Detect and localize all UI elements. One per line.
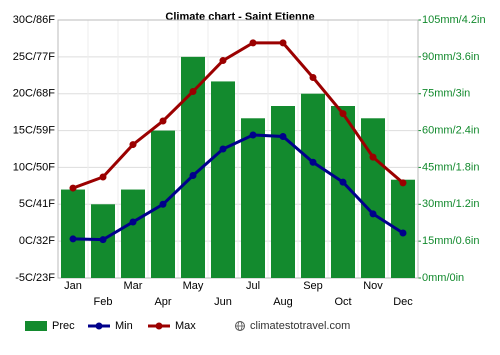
line-point bbox=[159, 200, 167, 208]
y-tick-label: 10C/50F bbox=[13, 161, 55, 173]
line-point bbox=[339, 110, 347, 118]
x-tick-label: Nov bbox=[363, 280, 383, 292]
line-point bbox=[399, 229, 407, 237]
x-tick-label: Apr bbox=[154, 296, 171, 308]
x-tick-label: Sep bbox=[303, 280, 323, 292]
bar bbox=[61, 189, 85, 278]
bar bbox=[121, 189, 145, 278]
y-tick-label: 25C/77F bbox=[13, 51, 55, 63]
y2-tick-label: 75mm/3in bbox=[422, 88, 470, 100]
line-point bbox=[159, 117, 167, 125]
legend-label: Prec bbox=[52, 320, 75, 332]
line-point bbox=[249, 39, 257, 47]
source-icon bbox=[235, 321, 245, 331]
y2-tick-label: 30mm/1.2in bbox=[422, 198, 479, 210]
line-point bbox=[369, 153, 377, 161]
bar bbox=[301, 93, 325, 278]
line-point bbox=[189, 172, 197, 180]
y-tick-label: -5C/23F bbox=[15, 272, 55, 284]
source: climatestotravel.com bbox=[250, 320, 350, 332]
line-point bbox=[129, 141, 137, 149]
line-point bbox=[369, 210, 377, 218]
bar bbox=[241, 118, 265, 279]
y-tick-label: 20C/68F bbox=[13, 88, 55, 100]
x-tick-label: Oct bbox=[334, 296, 351, 308]
line-point bbox=[129, 218, 137, 226]
y2-tick-label: 60mm/2.4in bbox=[422, 124, 479, 136]
x-tick-label: Aug bbox=[273, 296, 293, 308]
y2-tick-label: 15mm/0.6in bbox=[422, 235, 479, 247]
y2-tick-label: 90mm/3.6in bbox=[422, 51, 479, 63]
bar bbox=[211, 81, 235, 278]
chart-title: Climate chart - Saint Etienne bbox=[165, 11, 314, 23]
y-tick-label: 5C/41F bbox=[19, 198, 55, 210]
legend-label: Max bbox=[175, 320, 196, 332]
line-point bbox=[219, 57, 227, 65]
line bbox=[72, 41, 404, 190]
y2-tick-label: 0mm/0in bbox=[422, 272, 464, 284]
bar bbox=[271, 106, 295, 278]
x-tick-label: Jan bbox=[64, 280, 82, 292]
line-point bbox=[279, 39, 287, 47]
legend-label: Min bbox=[115, 320, 133, 332]
line-point bbox=[99, 236, 107, 244]
line-point bbox=[189, 88, 197, 96]
legend-swatch-point bbox=[155, 322, 163, 330]
bar bbox=[361, 118, 385, 279]
x-tick-label: May bbox=[183, 280, 204, 292]
y2-tick-label: 45mm/1.8in bbox=[422, 161, 479, 173]
y-tick-label: 15C/59F bbox=[13, 124, 55, 136]
y-tick-label: 30C/86F bbox=[13, 14, 55, 26]
x-tick-label: Jul bbox=[246, 280, 260, 292]
x-tick-label: Jun bbox=[214, 296, 232, 308]
x-tick-label: Mar bbox=[124, 280, 143, 292]
line-point bbox=[339, 178, 347, 186]
line-point bbox=[399, 179, 407, 187]
line-point bbox=[99, 173, 107, 181]
line-point bbox=[309, 158, 317, 166]
line-point bbox=[69, 184, 77, 192]
line-point bbox=[69, 235, 77, 243]
y2-tick-label: 105mm/4.2in bbox=[422, 14, 486, 26]
line-point bbox=[249, 131, 257, 139]
line-point bbox=[219, 145, 227, 153]
line bbox=[72, 133, 404, 242]
line-point bbox=[309, 73, 317, 81]
x-tick-label: Dec bbox=[393, 296, 413, 308]
legend-swatch-point bbox=[95, 322, 103, 330]
plot-frame bbox=[57, 19, 419, 279]
line-point bbox=[279, 132, 287, 140]
y-tick-label: 0C/32F bbox=[19, 235, 55, 247]
legend-swatch bbox=[25, 321, 47, 331]
x-tick-label: Feb bbox=[94, 296, 113, 308]
